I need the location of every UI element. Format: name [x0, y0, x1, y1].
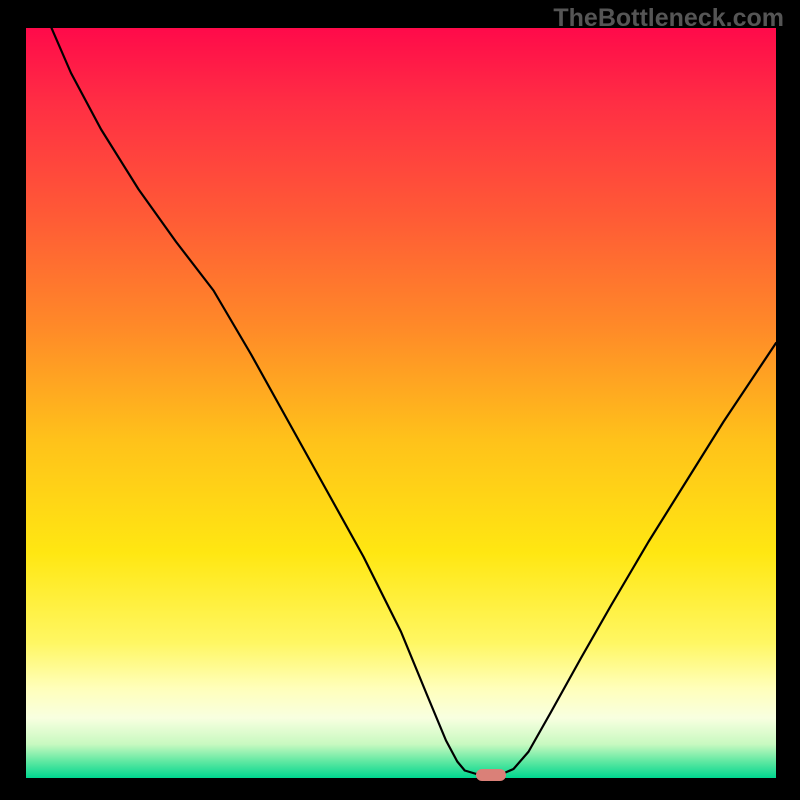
- watermark-text: TheBottleneck.com: [553, 4, 784, 33]
- bottleneck-curve-plot: [26, 28, 776, 778]
- chart-container: TheBottleneck.com: [0, 0, 800, 800]
- gradient-background: [26, 28, 776, 778]
- optimal-point-marker: [476, 769, 506, 781]
